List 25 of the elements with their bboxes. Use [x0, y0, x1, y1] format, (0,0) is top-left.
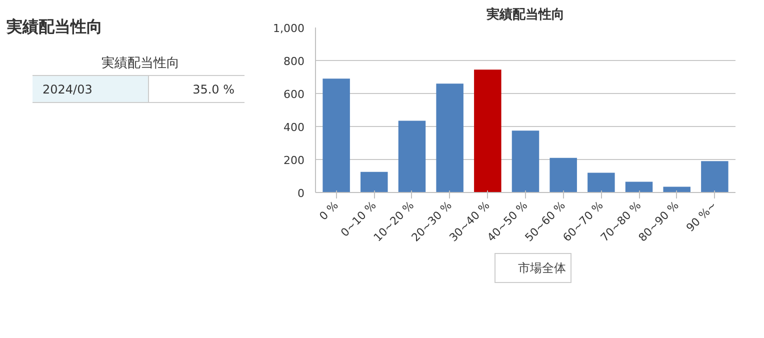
- x-tick-label: 90 %~: [684, 198, 720, 234]
- bar: [588, 172, 615, 192]
- bar: [474, 70, 502, 192]
- x-tick-label: 0 %: [316, 198, 341, 223]
- bar: [701, 161, 728, 192]
- bar: [625, 182, 653, 192]
- y-tick-label: 200: [284, 154, 305, 167]
- bar: [398, 120, 426, 192]
- text: 2024/03: [42, 82, 92, 96]
- text: 35.0 %: [192, 82, 234, 96]
- bar: [663, 186, 690, 192]
- bar: [436, 84, 464, 192]
- bar: [322, 78, 350, 192]
- y-tick-label: 400: [284, 121, 305, 134]
- text: 市場全体: [518, 260, 566, 276]
- y-tick-label: 0: [298, 187, 304, 200]
- y-tick-label: 1,000: [273, 22, 305, 35]
- text: 実績配当性向: [6, 17, 102, 36]
- text: 実績配当性向: [102, 55, 180, 71]
- bar: [550, 158, 577, 192]
- y-tick-label: 800: [284, 55, 305, 68]
- bar: [512, 130, 540, 192]
- bar: [360, 172, 388, 192]
- chart-title: 実績配当性向: [486, 6, 564, 22]
- y-tick-label: 600: [284, 88, 305, 101]
